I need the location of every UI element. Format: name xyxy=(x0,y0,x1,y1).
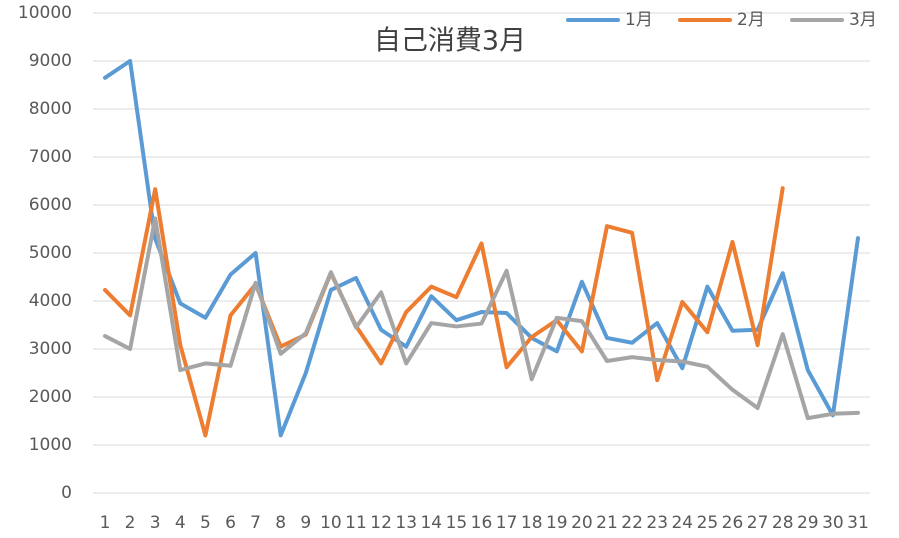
x-tick-label: 23 xyxy=(646,513,668,533)
x-tick-label: 15 xyxy=(446,513,468,533)
x-tick-label: 31 xyxy=(847,513,869,533)
x-tick-label: 7 xyxy=(250,513,261,533)
x-tick-label: 27 xyxy=(747,513,769,533)
y-tick-label: 5000 xyxy=(29,243,72,263)
x-tick-label: 30 xyxy=(822,513,844,533)
x-tick-label: 9 xyxy=(300,513,311,533)
chart-title: 自己消費3月 xyxy=(374,26,526,57)
y-tick-label: 10000 xyxy=(18,3,72,23)
x-tick-label: 17 xyxy=(496,513,518,533)
legend-label: 2月 xyxy=(737,10,765,30)
x-tick-label: 19 xyxy=(546,513,568,533)
legend-label: 1月 xyxy=(625,10,653,30)
x-tick-label: 3 xyxy=(150,513,161,533)
y-tick-label: 9000 xyxy=(29,51,72,71)
x-tick-label: 29 xyxy=(797,513,819,533)
x-tick-label: 14 xyxy=(420,513,442,533)
y-tick-label: 4000 xyxy=(29,291,72,311)
y-tick-label: 6000 xyxy=(29,195,72,215)
x-tick-label: 11 xyxy=(345,513,367,533)
x-tick-label: 21 xyxy=(596,513,618,533)
x-tick-label: 4 xyxy=(175,513,186,533)
y-tick-label: 1000 xyxy=(29,435,72,455)
x-tick-label: 2 xyxy=(125,513,136,533)
x-tick-label: 26 xyxy=(722,513,744,533)
series-line xyxy=(103,59,860,438)
x-tick-label: 25 xyxy=(697,513,719,533)
y-tick-label: 3000 xyxy=(29,339,72,359)
x-tick-label: 22 xyxy=(621,513,643,533)
x-tick-label: 13 xyxy=(395,513,417,533)
x-tick-label: 5 xyxy=(200,513,211,533)
x-tick-label: 1 xyxy=(100,513,111,533)
y-tick-label: 2000 xyxy=(29,387,72,407)
x-tick-label: 24 xyxy=(671,513,693,533)
x-tick-label: 16 xyxy=(471,513,493,533)
y-tick-label: 0 xyxy=(61,483,72,503)
x-tick-label: 10 xyxy=(320,513,342,533)
x-tick-label: 28 xyxy=(772,513,794,533)
x-tick-label: 8 xyxy=(275,513,286,533)
x-tick-label: 12 xyxy=(370,513,392,533)
y-tick-label: 8000 xyxy=(29,99,72,119)
legend-label: 3月 xyxy=(849,10,877,30)
series-line xyxy=(103,216,860,421)
y-tick-label: 7000 xyxy=(29,147,72,167)
series-line xyxy=(103,186,785,438)
x-tick-label: 18 xyxy=(521,513,543,533)
x-tick-label: 20 xyxy=(571,513,593,533)
x-tick-label: 6 xyxy=(225,513,236,533)
